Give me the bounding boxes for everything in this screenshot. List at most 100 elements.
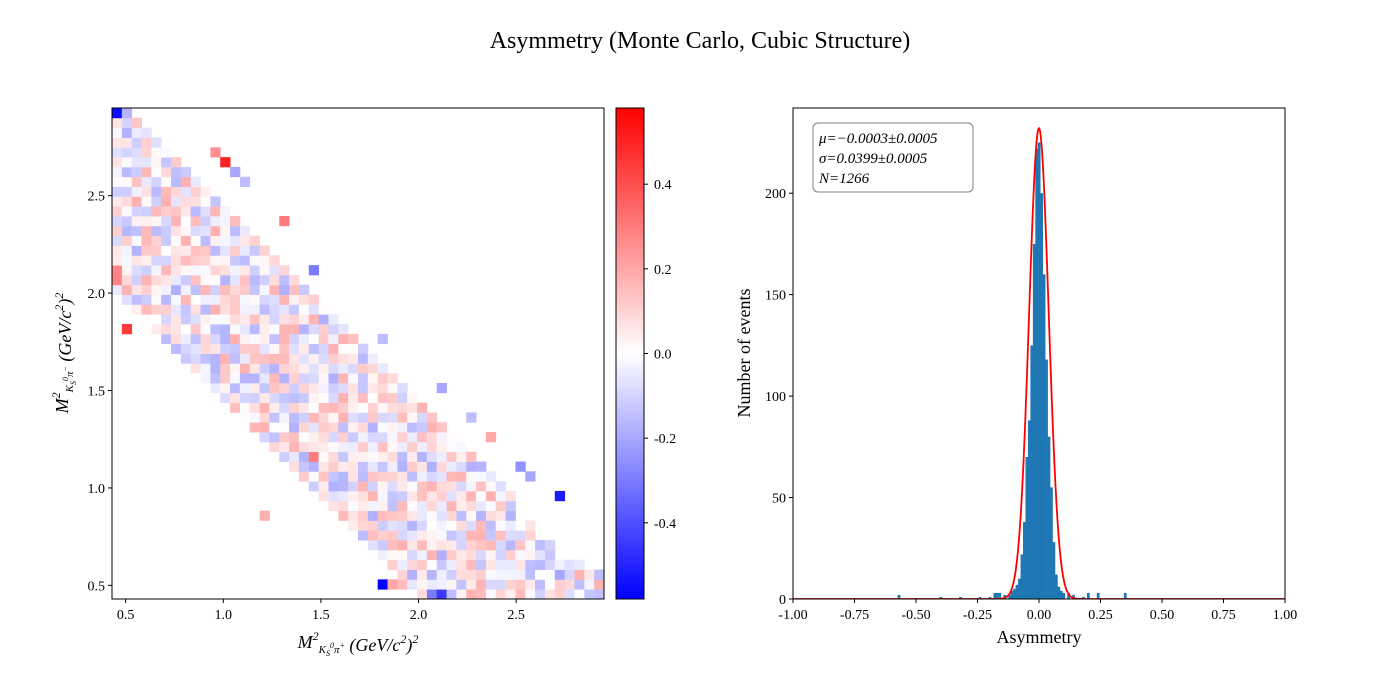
heatmap-cell [358, 441, 369, 453]
heatmap-cell [505, 559, 516, 570]
heatmap-cell [476, 540, 487, 551]
heatmap-cell [377, 500, 388, 512]
heatmap-cell [554, 589, 566, 599]
heatmap-cell [161, 314, 172, 325]
colorbar: 0.4 0.2 0.0 -0.2 -0.4 [615, 107, 676, 600]
heatmap-cell [141, 225, 152, 237]
heatmap-cell [279, 363, 290, 374]
heatmap-cell [387, 471, 398, 482]
heatmap-cell [417, 520, 428, 531]
colorbar-tick-label: -0.2 [654, 432, 676, 447]
heatmap-cell [466, 451, 477, 462]
heatmap-cell [318, 373, 329, 384]
heatmap-cell [377, 363, 388, 374]
heatmap-cell [397, 569, 408, 580]
heatmap-cell [367, 530, 379, 541]
heatmap-cell [210, 363, 221, 374]
heatmap-cell [318, 382, 329, 394]
histogram-bar [1035, 148, 1039, 599]
heatmap-cell [446, 490, 457, 502]
heatmap-cell [249, 235, 260, 246]
heatmap-cell [544, 549, 556, 561]
heatmap-cell [200, 284, 211, 295]
heatmap-cell [200, 363, 211, 374]
heatmap-cell [298, 343, 310, 354]
heatmap-cell [308, 324, 320, 335]
heatmap-cell [318, 481, 329, 492]
heatmap-frame [111, 107, 605, 600]
heatmap-cell [269, 392, 280, 403]
heatmap-cell [426, 412, 438, 423]
heatmap-cell [200, 304, 211, 315]
heatmap-cell [161, 304, 172, 315]
heatmap-cell [505, 549, 516, 561]
heatmap-cell [554, 569, 566, 580]
heatmap-cell [151, 274, 162, 286]
heatmap-cell [131, 186, 142, 197]
heatmap-cell [259, 353, 270, 364]
heatmap-cell [230, 392, 241, 403]
heatmap-cell [121, 245, 133, 256]
heatmap-cell [348, 392, 359, 403]
heatmap-cell [338, 324, 349, 335]
heatmap-cell [397, 412, 408, 423]
heatmap-cell [151, 186, 162, 197]
heatmap-cell [446, 451, 457, 462]
heatmap-y-tick-label: 1.0 [88, 482, 106, 497]
heatmap-cell [446, 461, 457, 472]
heatmap-cell [259, 265, 270, 276]
heatmap-cell [456, 540, 467, 551]
heatmap-cell [436, 549, 447, 561]
heatmap-cell [387, 451, 398, 462]
heatmap-cell [466, 579, 477, 590]
heatmap-cell [121, 176, 133, 187]
heatmap-cell [495, 549, 506, 561]
heatmap-cell [485, 510, 497, 521]
heatmap-cell [358, 412, 369, 423]
heatmap-cell [161, 333, 172, 345]
heatmap-cell [279, 274, 290, 286]
histogram-y-tick-label: 0 [779, 593, 786, 608]
heatmap-cell [485, 432, 497, 443]
heatmap-cell [564, 579, 575, 590]
heatmap-cell [161, 196, 172, 207]
heatmap-cell [397, 549, 408, 561]
heatmap-cell [298, 373, 310, 384]
heatmap-cell [210, 314, 221, 325]
heatmap-cell [338, 500, 349, 512]
heatmap-cell [367, 540, 379, 551]
heatmap-cell [269, 333, 280, 345]
heatmap-cell [230, 294, 241, 305]
heatmap-cell [426, 589, 438, 599]
heatmap-cell [180, 255, 192, 266]
histogram-bar [1096, 592, 1100, 599]
heatmap-cell [417, 432, 428, 443]
heatmap-cell [476, 520, 487, 531]
heatmap-cell [554, 559, 566, 570]
heatmap-cell [151, 235, 162, 246]
heatmap-cell [210, 255, 221, 266]
heatmap-cell [239, 402, 251, 413]
heatmap-cell [367, 432, 379, 443]
heatmap-cell [190, 343, 201, 354]
heatmap-y-label: M2KS0π− (GeV/c2)2 [49, 293, 78, 415]
heatmap-cell [298, 324, 310, 335]
heatmap-cell [397, 481, 408, 492]
heatmap-cell [220, 157, 231, 168]
heatmap-cell [151, 216, 162, 227]
heatmap-cell [249, 274, 260, 286]
heatmap-cell [210, 324, 221, 335]
heatmap-cell [190, 206, 201, 217]
heatmap-cell [190, 304, 201, 315]
heatmap-cell [466, 510, 477, 521]
heatmap-cell [289, 373, 300, 384]
heatmap-cell [308, 422, 320, 433]
heatmap-cell [141, 157, 152, 168]
heatmap-cell [377, 579, 388, 590]
heatmap-cell [377, 422, 388, 433]
heatmap-cell [141, 127, 152, 138]
heatmap-cell [377, 510, 388, 521]
heatmap-cell [397, 520, 408, 531]
heatmap-cell [171, 343, 182, 354]
heatmap-cell [407, 579, 418, 590]
